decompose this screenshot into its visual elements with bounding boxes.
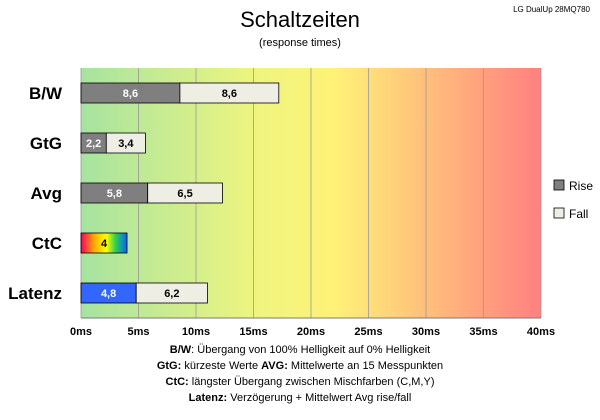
category-labels: B/W GtG Avg CtC Latenz	[8, 84, 63, 303]
footnote-term: CtC:	[166, 376, 189, 388]
bars: 8,6 8,6 2,2 3,4 5,8 6,5 4 4,8 6,2	[80, 82, 280, 304]
bar-label: 8,6	[123, 88, 138, 100]
footnote-text: längster Übergang zwischen Mischfarben (…	[189, 376, 435, 388]
category-label: Latenz	[8, 284, 62, 303]
footnote-term: GtG:	[157, 360, 181, 372]
x-tick-label: 0ms	[70, 326, 92, 338]
x-tick-label: 35ms	[469, 326, 497, 338]
bar-fall	[179, 82, 280, 104]
bar-label: 8,6	[222, 88, 237, 100]
bar-label: 2,2	[86, 138, 101, 150]
category-label: CtC	[32, 234, 62, 253]
bar-label: 3,4	[118, 138, 134, 150]
footnote-line: B/W: Übergang von 100% Helligkeit auf 0%…	[170, 344, 430, 356]
legend-swatch-fall	[553, 207, 565, 219]
footnote-term: AVG:	[261, 360, 288, 372]
footnote-text: kürzeste Werte	[181, 360, 261, 372]
corner-label: LG DualUp 28MQ780	[513, 5, 590, 14]
bar-fall	[135, 282, 208, 304]
chart-subtitle: (response times)	[259, 37, 341, 49]
legend-swatch-rise	[553, 179, 565, 191]
footnote-text: Verzögerung + Mittelwert Avg rise/fall	[227, 392, 411, 404]
legend: Rise Fall	[553, 179, 593, 221]
x-tick-label: 40ms	[527, 326, 555, 338]
footnote-text: : Übergang von 100% Helligkeit auf 0% He…	[191, 344, 430, 356]
bar-fall	[105, 132, 146, 154]
footnotes: B/W: Übergang von 100% Helligkeit auf 0%…	[157, 344, 443, 404]
x-tick-label: 30ms	[412, 326, 440, 338]
legend-label-fall: Fall	[569, 207, 588, 221]
bar-label: 4,8	[101, 288, 116, 300]
chart-title: Schaltzeiten	[240, 7, 360, 32]
x-tick-labels: 0ms 5ms 10ms 15ms 20ms 25ms 30ms 35ms 40ms	[70, 326, 555, 338]
x-tick-label: 5ms	[127, 326, 149, 338]
footnote-line: GtG: kürzeste Werte AVG: Mittelwerte an …	[157, 360, 443, 372]
bar-label: 6,5	[177, 188, 192, 200]
bar-fall	[147, 182, 223, 204]
x-tick-label: 20ms	[297, 326, 325, 338]
category-label: GtG	[30, 134, 62, 153]
category-label: Avg	[31, 184, 63, 203]
footnote-term: B/W	[170, 344, 192, 356]
footnote-term: Latenz:	[189, 392, 228, 404]
footnote-line: Latenz: Verzögerung + Mittelwert Avg ris…	[189, 392, 412, 404]
footnote-line: CtC: längster Übergang zwischen Mischfar…	[166, 376, 435, 388]
x-tick-label: 25ms	[354, 326, 382, 338]
x-tick-label: 10ms	[182, 326, 210, 338]
bar-ctc	[80, 232, 128, 254]
category-label: B/W	[29, 84, 63, 103]
footnote-text: Mittelwerte an 15 Messpunkten	[288, 360, 443, 372]
bar-label: 6,2	[164, 288, 179, 300]
x-tick-label: 15ms	[239, 326, 267, 338]
legend-label-rise: Rise	[569, 179, 593, 193]
bar-label: 5,8	[107, 188, 122, 200]
bar-label: 4	[101, 238, 108, 250]
